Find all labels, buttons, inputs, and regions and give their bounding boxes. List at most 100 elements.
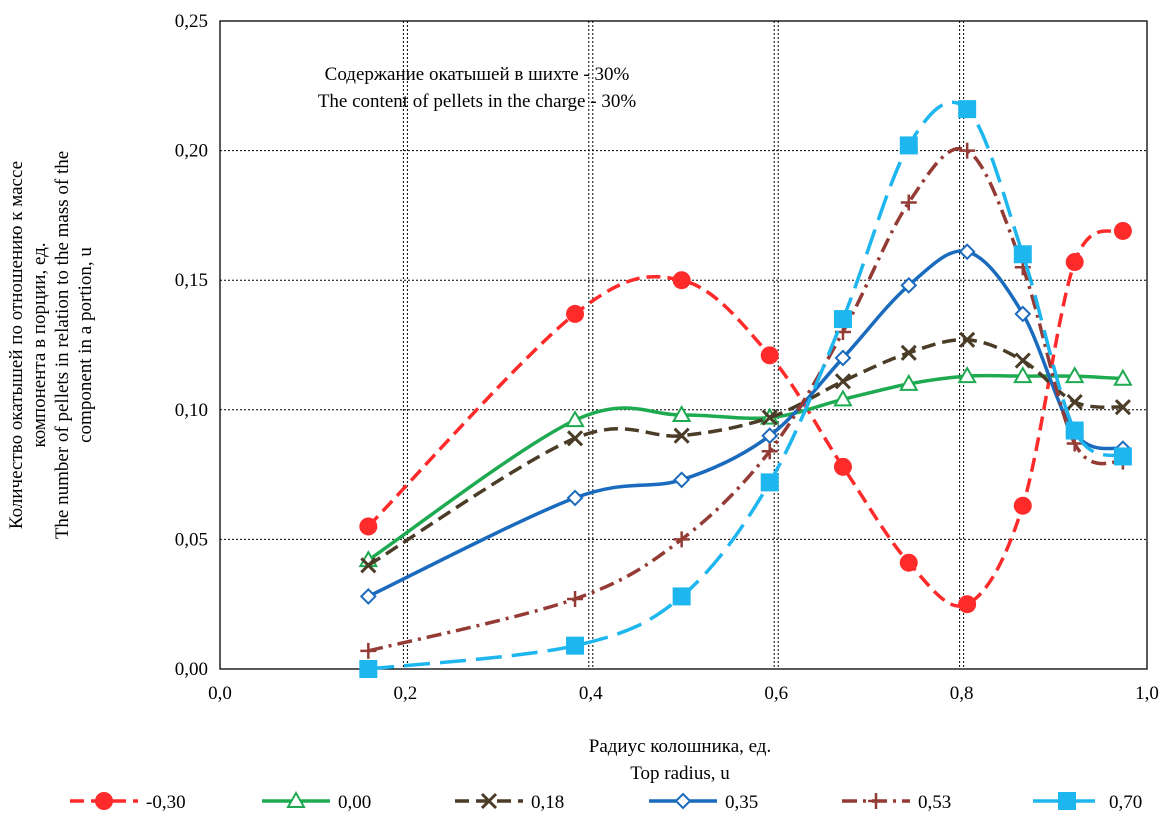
x-tick-label: 0,8 [950,683,974,704]
data-point [566,304,585,323]
series-group [358,100,1133,678]
data-point [761,443,778,460]
grid [220,21,1147,669]
series-0 [359,221,1132,614]
legend-item: 0,53 [842,792,951,813]
data-point [834,349,852,367]
y-axis-title-line-4: component in a portion, u [75,247,96,443]
y-axis-title-line-2: компонента в порции, ед. [29,242,50,447]
legend-item: -0,30 [70,792,186,813]
data-point [1013,245,1032,264]
data-point [360,557,377,574]
series-1 [358,366,1133,568]
y-axis-title-line-3: The number of pellets in relation to the… [52,151,73,539]
data-point [899,553,918,572]
series-5 [359,100,1132,678]
y-tick-label: 0,00 [175,659,208,680]
chart-annotation: Содержание окатышей в шихте - 30% The co… [318,64,636,112]
data-point [833,310,852,329]
series-line-0 [367,229,1124,608]
data-point [1113,221,1132,240]
data-point [673,531,690,548]
data-point [834,373,852,390]
legend-marker [95,792,113,810]
legend-item: 0,18 [455,792,564,813]
data-point [959,142,976,159]
data-point [1114,399,1131,416]
data-point [1113,447,1132,466]
data-point [900,344,917,361]
data-point [359,517,378,536]
series-3 [359,243,1132,605]
y-axis-title-line-1: Количество окатышей по отношению к массе [6,161,27,529]
series-line-1 [367,373,1123,562]
data-point [673,471,691,489]
legend-marker [1058,792,1076,810]
data-point [360,642,377,659]
x-tick-label: 0,0 [208,683,232,704]
data-point [566,636,585,655]
y-tick-label: 0,05 [175,529,208,550]
data-point [959,331,976,348]
data-point [958,595,977,614]
y-tick-label: 0,20 [175,141,208,162]
tick-labels: 0,0 0,2 0,4 0,6 0,8 1,0 0,00 0,05 0,10 0,15 0,20 0,… [175,11,1159,704]
data-point [761,409,778,426]
x-axis-title-ru: Радиус колошника, ед. [589,736,771,757]
legend-item: 0,35 [649,792,758,813]
data-point [359,588,377,605]
data-point [760,473,779,492]
legend-label: 0,18 [531,792,564,813]
data-point [565,410,585,428]
annotation-line-1: Содержание окатышей в шихте - 30% [325,64,630,85]
data-point [958,243,976,261]
data-point [833,389,853,407]
legend-label: 0,35 [725,792,758,813]
data-point [672,587,691,606]
annotation-line-2: The content of pellets in the charge - 3… [318,91,636,112]
data-point [899,136,918,155]
data-point [900,194,917,211]
data-point [900,276,918,294]
data-point [761,427,779,445]
data-point [760,346,779,365]
legend-marker [286,790,306,808]
data-point [673,427,690,444]
data-point [1065,253,1084,272]
data-point [899,373,919,391]
data-point [567,591,584,608]
y-tick-label: 0,15 [175,270,208,291]
series-2 [360,331,1131,574]
data-point [1113,368,1133,386]
x-tick-label: 0,2 [394,683,418,704]
legend-marker [674,792,692,810]
data-point [833,457,852,476]
legend-marker [480,792,498,810]
data-point [1014,352,1031,369]
legend-label: 0,00 [338,792,371,813]
data-point [566,430,584,447]
data-point [957,366,977,384]
x-axis-title: Радиус колошника, ед. Top radius, u [589,736,771,784]
data-point [958,100,977,119]
x-tick-label: 0,6 [764,683,788,704]
data-point [1014,305,1032,323]
legend-marker [868,793,884,809]
data-point [1013,496,1032,515]
data-point [672,271,691,290]
plot-frame [219,20,1148,670]
data-point [1064,366,1085,384]
data-point [1066,393,1083,411]
data-point [1013,366,1033,384]
legend: -0,30 0,00 0,18 0,35 0,53 0,70 [70,790,1142,813]
data-point [566,489,584,507]
series-line-5 [368,100,1124,671]
legend-label: -0,30 [146,792,186,813]
legend-item: 0,00 [262,790,371,813]
x-axis-title-en: Top radius, u [630,763,730,784]
legend-item: 0,70 [1033,792,1142,813]
legend-label: 0,53 [918,792,951,813]
x-tick-label: 1,0 [1135,683,1159,704]
